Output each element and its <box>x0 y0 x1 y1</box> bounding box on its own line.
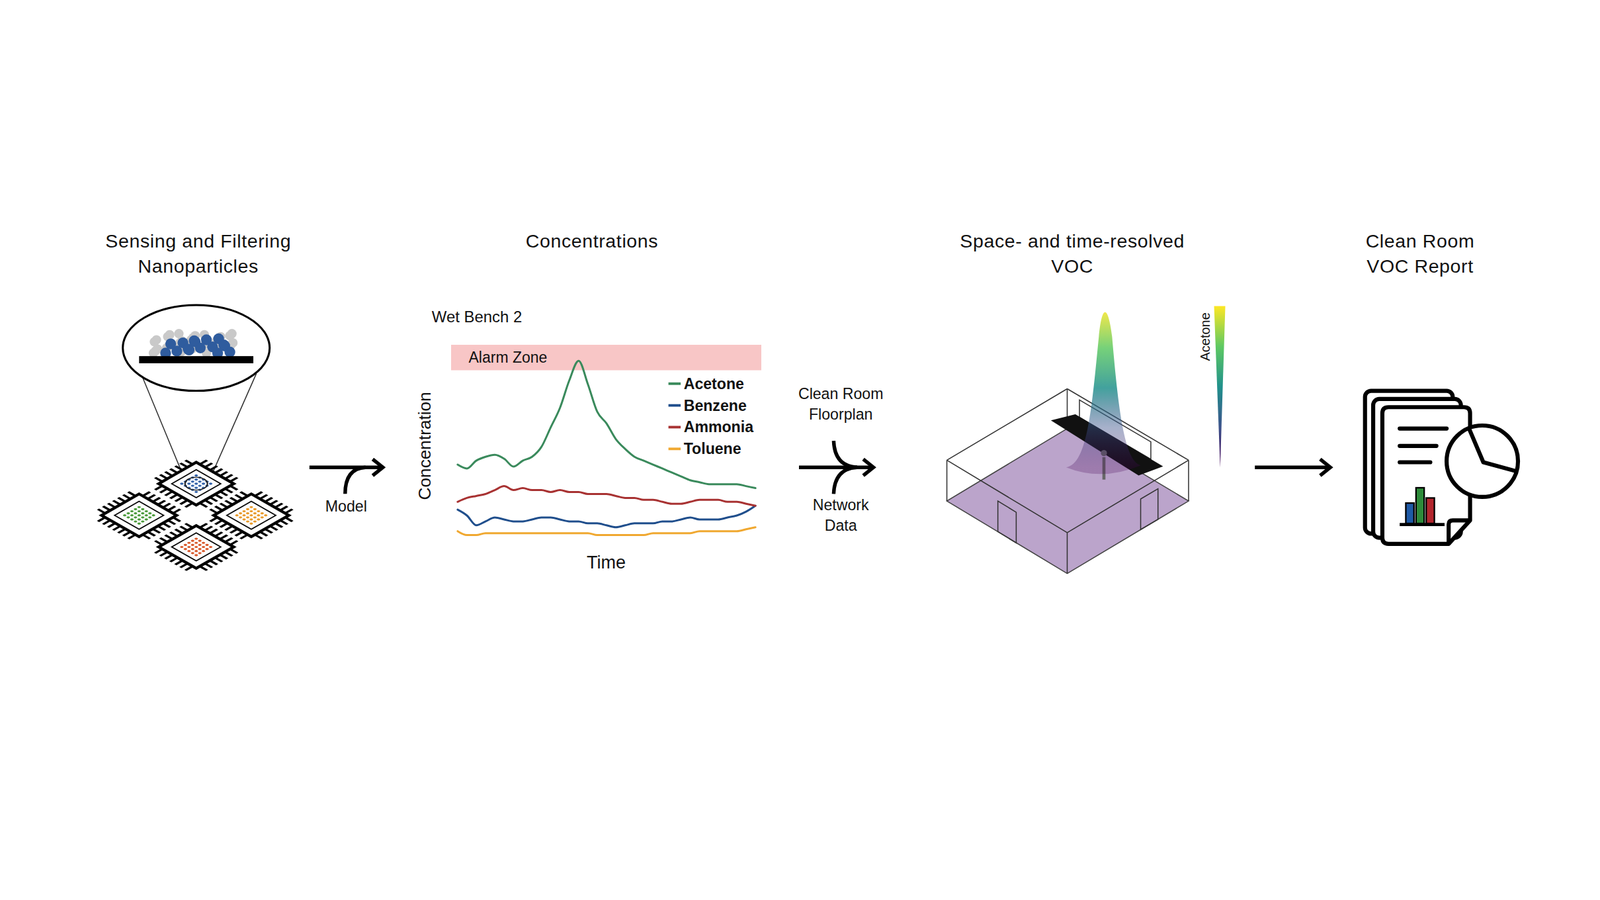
svg-text:Clean RoomVOC Report: Clean RoomVOC Report <box>1365 230 1475 277</box>
svg-text:Concentrations: Concentrations <box>525 230 659 252</box>
svg-text:Benzene: Benzene <box>683 396 747 415</box>
svg-text:Toluene: Toluene <box>683 439 742 458</box>
svg-text:NetworkData: NetworkData <box>812 496 870 534</box>
svg-text:Sensing and FilteringNanoparti: Sensing and FilteringNanoparticles <box>105 230 292 277</box>
svg-text:Space- and time-resolvedVOC: Space- and time-resolvedVOC <box>959 230 1185 277</box>
svg-text:Wet Bench 2: Wet Bench 2 <box>431 307 522 326</box>
svg-text:Concentration: Concentration <box>414 391 435 500</box>
svg-text:Time: Time <box>586 552 626 573</box>
svg-text:Acetone: Acetone <box>1197 312 1213 362</box>
svg-text:Acetone: Acetone <box>683 375 745 393</box>
svg-text:Alarm Zone: Alarm Zone <box>468 348 548 366</box>
svg-text:Clean RoomFloorplan: Clean RoomFloorplan <box>798 384 884 423</box>
svg-text:Model: Model <box>325 497 368 515</box>
svg-text:Ammonia: Ammonia <box>683 418 754 436</box>
